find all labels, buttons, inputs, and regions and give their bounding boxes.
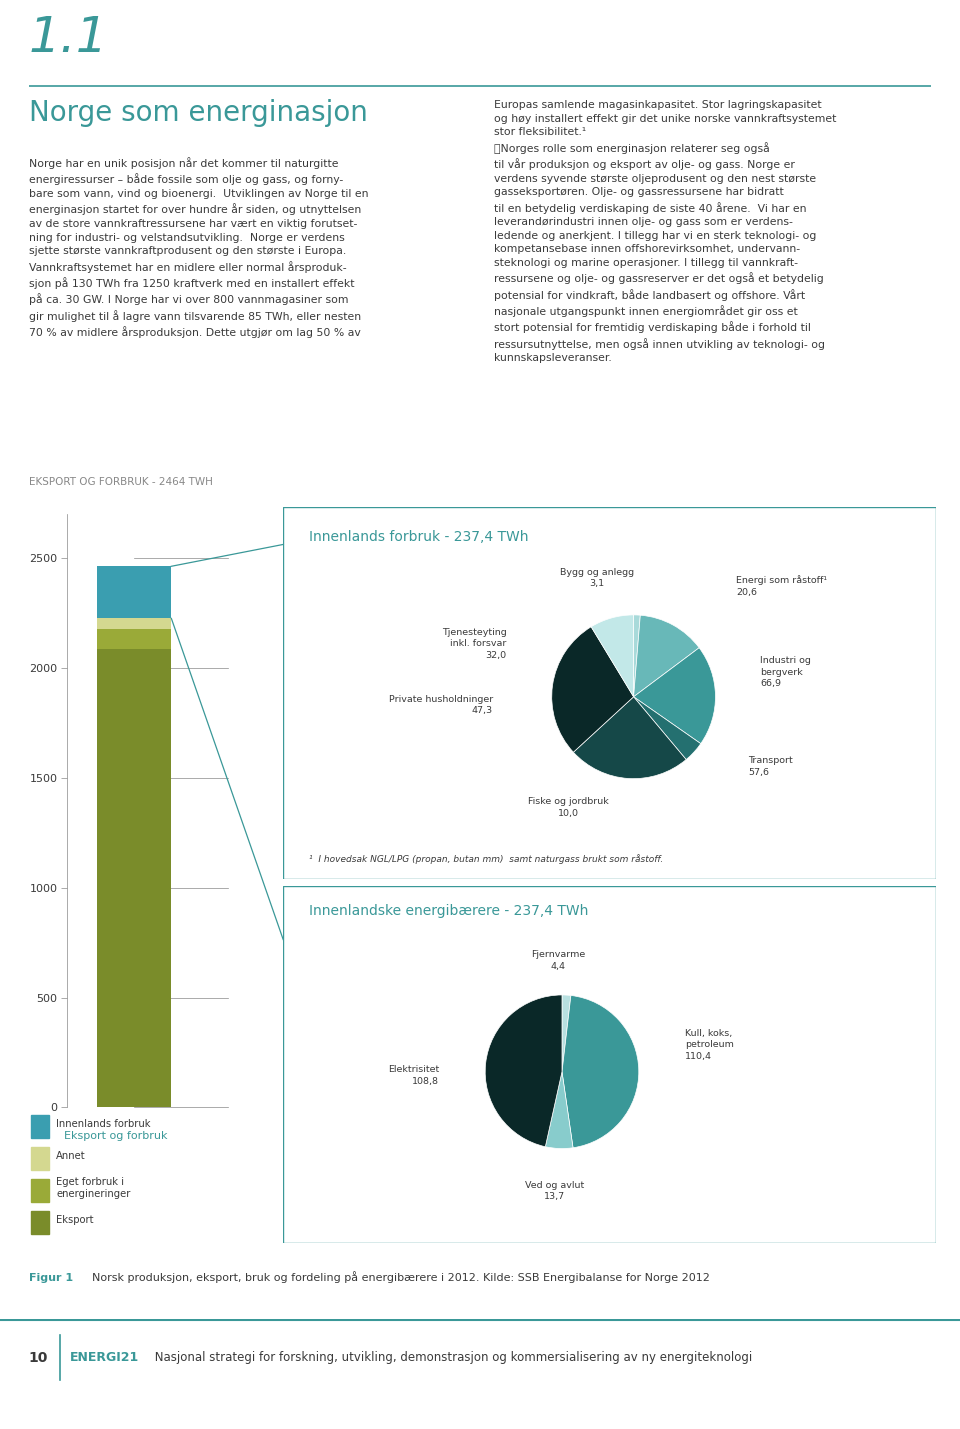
Text: Norsk produksjon, eksport, bruk og fordeling på energibærere i 2012. Kilde: SSB : Norsk produksjon, eksport, bruk og forde… [92, 1272, 709, 1283]
Text: Industri og
bergverk
66,9: Industri og bergverk 66,9 [760, 656, 811, 689]
Text: Innenlands forbruk - 237,4 TWh: Innenlands forbruk - 237,4 TWh [309, 530, 529, 543]
Text: Eksport og forbruk: Eksport og forbruk [64, 1132, 168, 1140]
Wedge shape [634, 697, 701, 760]
Text: Elektrisitet
108,8: Elektrisitet 108,8 [388, 1066, 439, 1086]
Wedge shape [485, 995, 562, 1146]
Text: Kull, koks,
petroleum
110,4: Kull, koks, petroleum 110,4 [684, 1029, 733, 1060]
Text: Figur 1: Figur 1 [29, 1273, 73, 1282]
Text: 1.1: 1.1 [29, 14, 108, 63]
Bar [98, 649, 172, 1107]
Text: Private husholdninger
47,3: Private husholdninger 47,3 [389, 694, 492, 714]
Bar [32, 1212, 49, 1235]
Text: Norge som energinasjon: Norge som energinasjon [29, 99, 368, 127]
Wedge shape [573, 697, 686, 779]
Text: Norge har en unik posisjon når det kommer til naturgitte
energiressurser – både : Norge har en unik posisjon når det komme… [29, 157, 369, 339]
Text: Eget forbruk i
energineringer: Eget forbruk i energineringer [57, 1176, 131, 1199]
Bar [32, 1115, 49, 1137]
Bar [98, 619, 172, 629]
Text: EKSPORT OG FORBRUK - 2464 TWH: EKSPORT OG FORBRUK - 2464 TWH [29, 477, 213, 487]
Text: Tjenesteyting
inkl. forsvar
32,0: Tjenesteyting inkl. forsvar 32,0 [442, 627, 507, 660]
Wedge shape [634, 616, 699, 697]
Wedge shape [591, 614, 634, 697]
Text: Innenlands forbruk: Innenlands forbruk [57, 1119, 151, 1129]
Text: Bygg og anlegg
3,1: Bygg og anlegg 3,1 [560, 567, 634, 589]
Text: Energi som råstoff¹
20,6: Energi som råstoff¹ 20,6 [736, 576, 828, 597]
Text: Eksport: Eksport [57, 1215, 94, 1225]
Text: Transport
57,6: Transport 57,6 [748, 756, 793, 776]
Bar [32, 1179, 49, 1202]
Wedge shape [634, 647, 715, 743]
Bar [98, 566, 172, 619]
Text: 10: 10 [29, 1350, 48, 1365]
Bar [32, 1146, 49, 1170]
Text: ENERGI21: ENERGI21 [69, 1350, 138, 1365]
Text: Innenlandske energibærere - 237,4 TWh: Innenlandske energibærere - 237,4 TWh [309, 905, 588, 917]
Text: Fiske og jordbruk
10,0: Fiske og jordbruk 10,0 [528, 797, 609, 817]
Text: Fjernvarme
4,4: Fjernvarme 4,4 [531, 950, 586, 970]
Wedge shape [562, 995, 571, 1072]
Text: ¹  I hovedsak NGL/LPG (propan, butan mm)  samt naturgass brukt som råstoff.: ¹ I hovedsak NGL/LPG (propan, butan mm) … [309, 855, 663, 865]
Text: Europas samlende magasinkapasitet. Stor lagringskapasitet
og høy installert effe: Europas samlende magasinkapasitet. Stor … [494, 100, 837, 363]
Text: Ved og avlut
13,7: Ved og avlut 13,7 [525, 1180, 584, 1200]
Wedge shape [545, 1072, 573, 1149]
Bar [98, 629, 172, 649]
Wedge shape [552, 627, 634, 752]
Wedge shape [634, 614, 640, 697]
Wedge shape [562, 996, 638, 1147]
Text: Nasjonal strategi for forskning, utvikling, demonstrasjon og kommersialisering a: Nasjonal strategi for forskning, utvikli… [151, 1350, 752, 1365]
Text: Annet: Annet [57, 1150, 85, 1160]
